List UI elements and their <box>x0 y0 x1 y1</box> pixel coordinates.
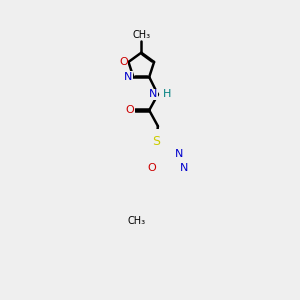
Text: CH₃: CH₃ <box>127 216 146 226</box>
Text: H: H <box>163 89 171 99</box>
Text: S: S <box>152 136 160 148</box>
Text: N: N <box>124 72 133 82</box>
Text: N: N <box>175 149 183 159</box>
Text: CH₃: CH₃ <box>132 29 150 40</box>
Text: O: O <box>119 57 128 67</box>
Text: N: N <box>180 163 188 173</box>
Text: N: N <box>149 89 157 99</box>
Text: O: O <box>125 105 134 115</box>
Text: O: O <box>147 163 156 173</box>
